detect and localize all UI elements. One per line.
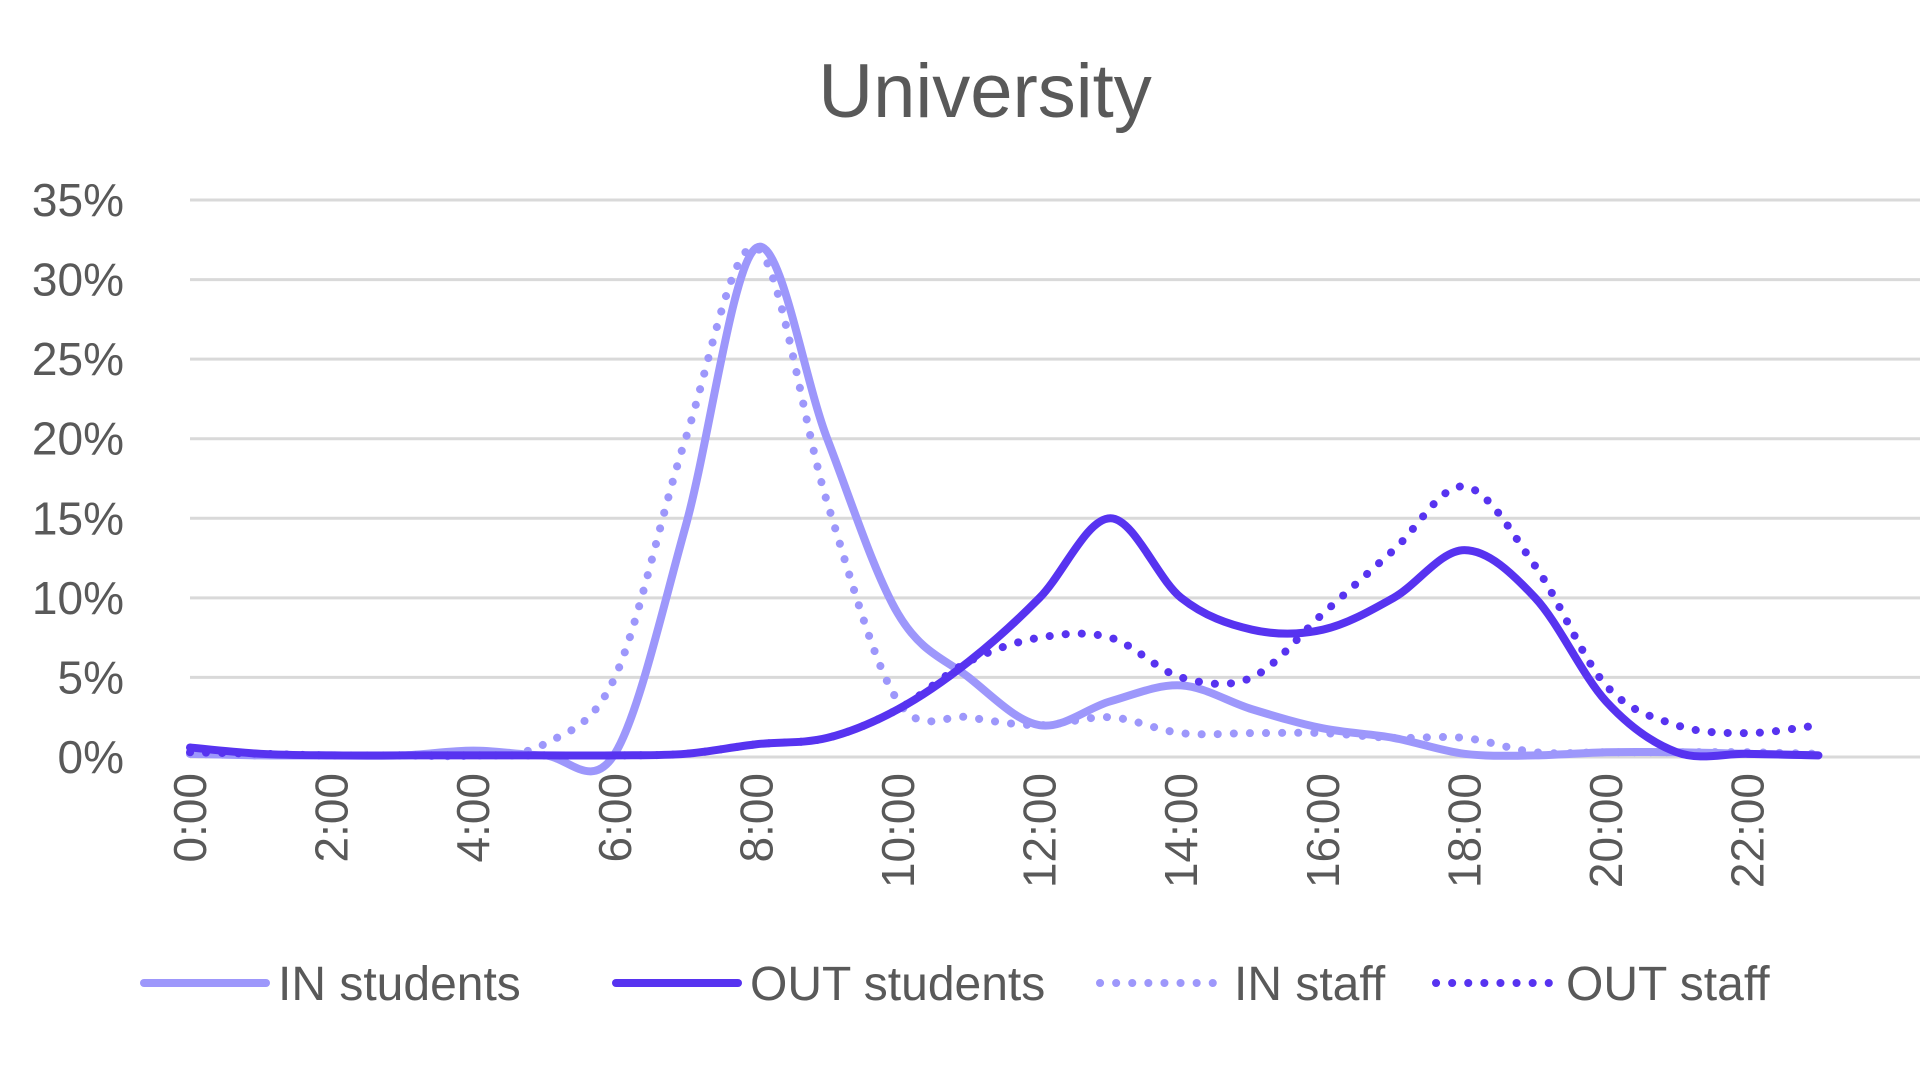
series-line-in-students (186, 242, 1823, 776)
x-tick-label: 8:00 (730, 773, 782, 863)
series-line-out-students (186, 514, 1823, 761)
y-tick-label: 5% (58, 651, 124, 703)
series-line-out-staff (186, 482, 1823, 760)
y-tick-label: 10% (32, 572, 124, 624)
legend-label: OUT staff (1566, 958, 1770, 1011)
x-tick-label: 18:00 (1438, 773, 1490, 888)
series-lines (186, 242, 1823, 776)
y-tick-label: 25% (32, 333, 124, 385)
x-tick-label: 20:00 (1580, 773, 1632, 888)
y-tick-label: 15% (32, 492, 124, 544)
legend-label: IN staff (1234, 958, 1386, 1011)
gridlines (190, 198, 1920, 759)
x-tick-label: 16:00 (1297, 773, 1349, 888)
x-tick-label: 22:00 (1722, 773, 1774, 888)
y-axis-ticks: 0% 5% 10% 15% 20% 25% 30% 35% (32, 174, 124, 783)
x-tick-label: 14:00 (1155, 773, 1207, 888)
y-tick-label: 30% (32, 254, 124, 306)
legend-label: OUT students (750, 958, 1045, 1011)
x-tick-label: 4:00 (447, 773, 499, 863)
x-axis-ticks: 0:00 2:00 4:00 6:00 8:00 10:00 12:00 14:00 16:00… (164, 773, 1774, 888)
y-tick-label: 0% (58, 731, 124, 783)
x-tick-label: 6:00 (589, 773, 641, 863)
series-line-in-staff (186, 243, 1823, 761)
y-tick-label: 35% (32, 174, 124, 226)
x-tick-label: 0:00 (164, 773, 216, 863)
y-tick-label: 20% (32, 413, 124, 465)
legend: IN students OUT students IN staff OUT staff (140, 958, 1770, 1011)
x-tick-label: 10:00 (872, 773, 924, 888)
chart-title: University (818, 49, 1152, 134)
x-tick-label: 2:00 (306, 773, 358, 863)
x-tick-label: 12:00 (1014, 773, 1066, 888)
legend-label: IN students (278, 958, 521, 1011)
